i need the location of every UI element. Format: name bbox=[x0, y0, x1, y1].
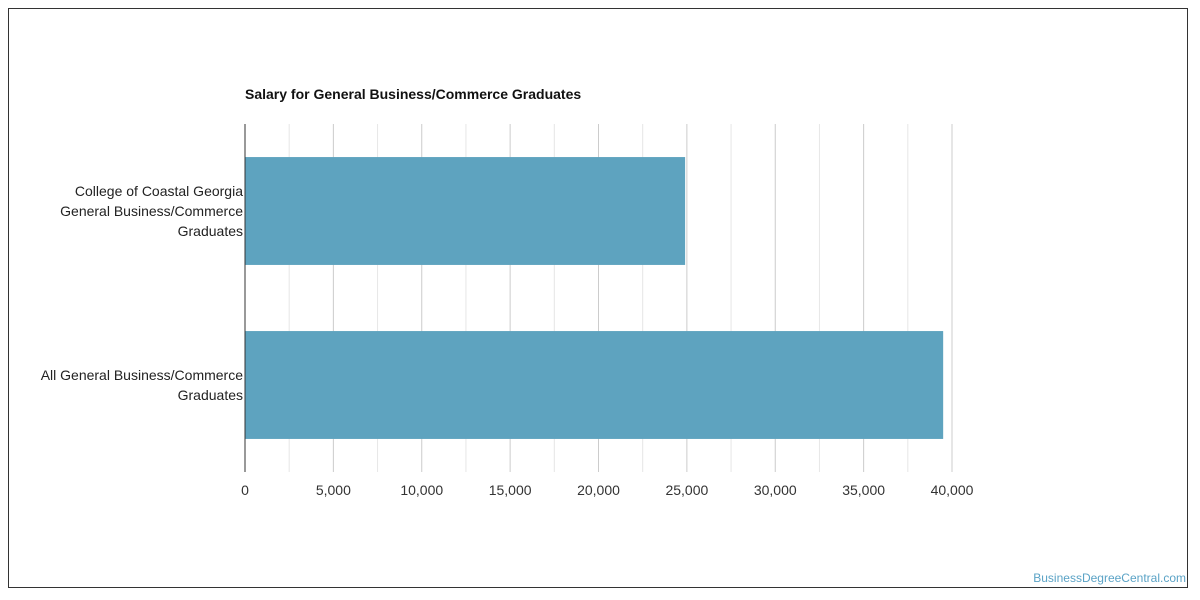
x-tick-label: 30,000 bbox=[754, 482, 797, 498]
chart-title: Salary for General Business/Commerce Gra… bbox=[245, 86, 581, 102]
category-label-1-line-1: Graduates bbox=[178, 387, 243, 403]
bars-layer bbox=[245, 157, 944, 439]
bar-1[interactable] bbox=[245, 331, 944, 439]
x-tick-label: 35,000 bbox=[842, 482, 885, 498]
x-tick-label: 0 bbox=[241, 482, 249, 498]
category-label-0-line-2: Graduates bbox=[178, 223, 243, 239]
x-tick-label: 25,000 bbox=[665, 482, 708, 498]
category-labels: College of Coastal Georgia General Busine… bbox=[41, 183, 244, 403]
x-tick-labels: 0 5,000 10,000 15,000 20,000 25,000 30,000 35,0… bbox=[241, 482, 974, 498]
x-tick-label: 40,000 bbox=[931, 482, 974, 498]
x-tick-label: 5,000 bbox=[316, 482, 351, 498]
x-tick-label: 15,000 bbox=[489, 482, 532, 498]
watermark-text[interactable]: BusinessDegreeCentral.com bbox=[1033, 571, 1186, 585]
category-label-1-line-0: All General Business/Commerce bbox=[41, 367, 244, 383]
x-tick-label: 10,000 bbox=[400, 482, 443, 498]
bar-0[interactable] bbox=[245, 157, 686, 265]
x-tick-label: 20,000 bbox=[577, 482, 620, 498]
category-label-0-line-1: General Business/Commerce bbox=[60, 203, 243, 219]
category-label-0-line-0: College of Coastal Georgia bbox=[75, 183, 243, 199]
